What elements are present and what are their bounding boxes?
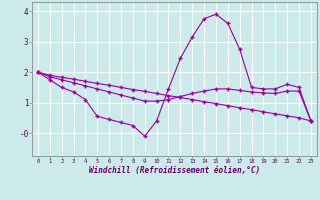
X-axis label: Windchill (Refroidissement éolien,°C): Windchill (Refroidissement éolien,°C) [89, 166, 260, 175]
